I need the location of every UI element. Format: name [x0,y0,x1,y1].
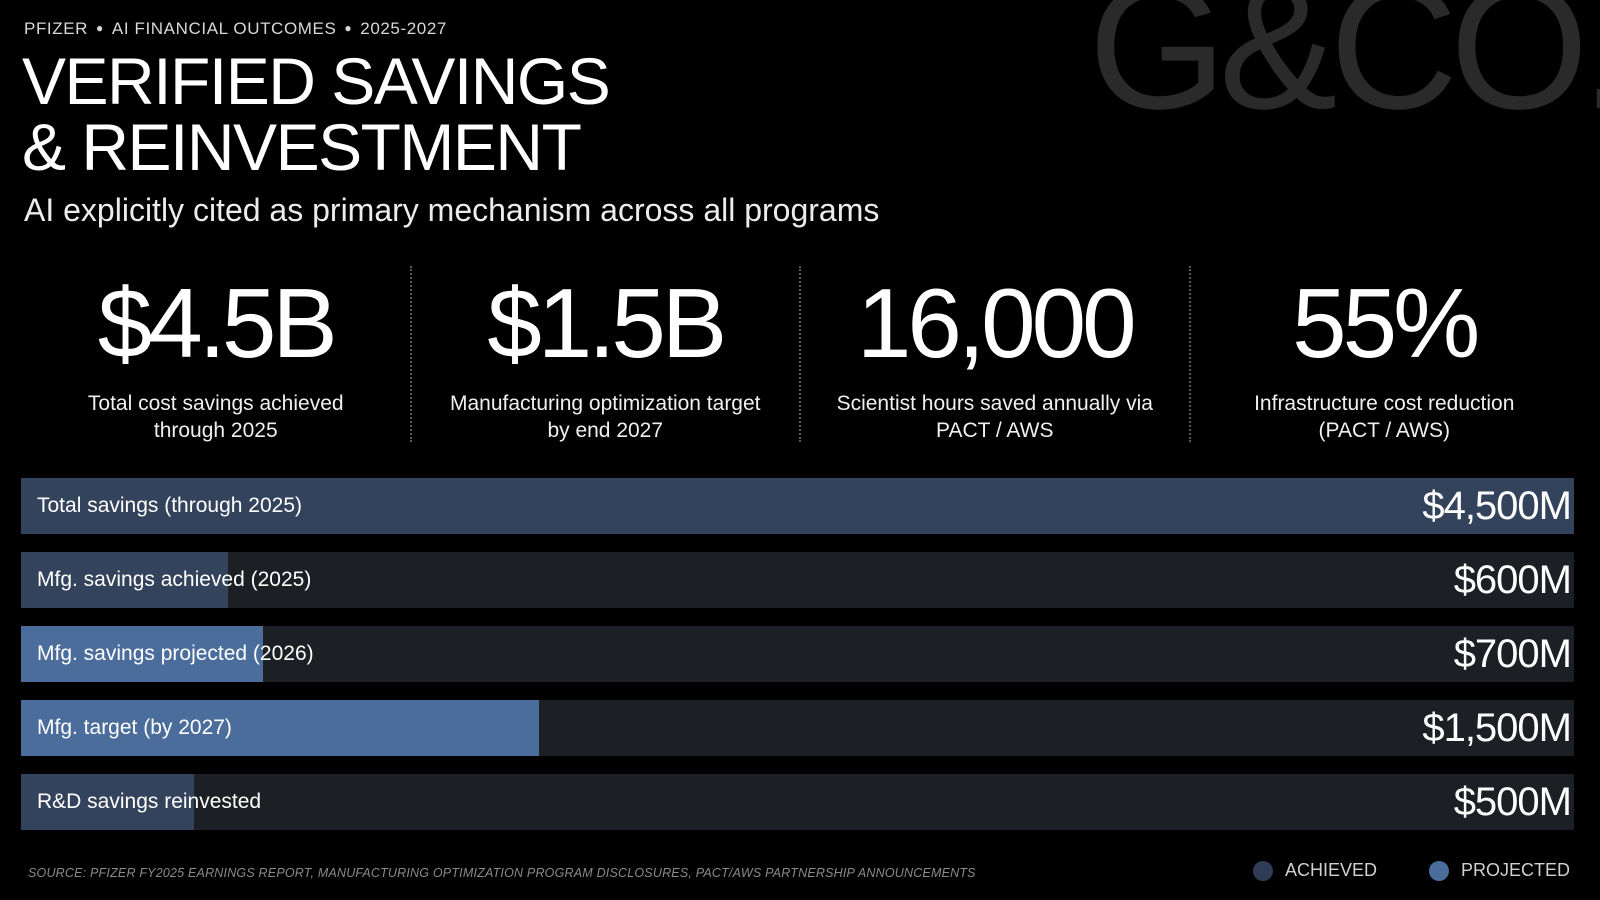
kpi-label: Manufacturing optimization target by end… [450,392,761,442]
kpi-label: Infrastructure cost reduction (PACT / AW… [1254,392,1515,442]
chart-legend: ACHIEVED PROJECTED [1252,860,1570,881]
bar-fill-achieved [21,552,229,608]
bar-label: Mfg. savings projected (2026) [37,642,314,665]
bar-fill-projected [21,626,263,682]
brand-watermark: G&CO. [1088,0,1600,146]
kpi-infrastructure-reduction: 55% Infrastructure cost reduction (PACT … [1188,266,1579,442]
kpi-total-savings: $4.5B Total cost savings achieved throug… [22,266,410,442]
eyebrow-topic: AI FINANCIAL OUTCOMES [111,19,337,38]
legend-swatch-projected [1428,860,1449,881]
bar-row: Mfg. target (by 2027) $1,500M [21,700,1574,756]
bar-value-label: $1,500M [1422,706,1572,750]
bar-label: R&D savings reinvested [37,790,262,813]
title-line-2: & REINVESTMENT [22,110,582,184]
savings-bar-chart: Total savings (through 2025) $4,500M Mfg. … [21,478,1574,848]
kpi-value: 16,000 [856,268,1137,378]
bar-fill-projected [21,700,539,756]
kpi-label: Total cost savings achieved through 2025 [87,392,344,442]
bar-label: Mfg. target (by 2027) [37,716,232,739]
bar-value-label: $4,500M [1422,484,1572,528]
page-title: VERIFIED SAVINGS & REINVESTMENT [22,44,611,184]
separator-dot-icon: ● [344,21,353,35]
legend-item-projected: PROJECTED [1428,860,1570,881]
kpi-value: $1.5B [487,268,727,378]
bar-row: Total savings (through 2025) $4,500M [21,478,1574,534]
bar-label: Mfg. savings achieved (2025) [37,568,312,591]
bar-row: R&D savings reinvested $500M [21,774,1574,830]
bar-row: Mfg. savings projected (2026) $700M [21,626,1574,682]
bar-label: Total savings (through 2025) [37,494,302,517]
kpi-value: 55% [1292,268,1480,378]
kpi-manufacturing-target: $1.5B Manufacturing optimization target … [409,266,800,442]
separator-dot-icon: ● [96,21,104,35]
eyebrow: PFIZER ● AI FINANCIAL OUTCOMES ● 2025-2027 [24,19,447,39]
kpi-label: Scientist hours saved annually via PACT … [836,392,1153,442]
bar-fill-achieved [21,478,1574,534]
bar-value-label: $700M [1453,632,1572,676]
legend-label: PROJECTED [1460,860,1570,880]
kpi-scientist-hours: 16,000 Scientist hours saved annually vi… [799,266,1189,442]
bar-value-label: $500M [1453,780,1572,824]
legend-item-achieved: ACHIEVED [1252,860,1377,881]
kpi-value: $4.5B [97,268,338,378]
bar-row: Mfg. savings achieved (2025) $600M [21,552,1574,608]
legend-swatch-achieved [1252,860,1273,881]
title-line-1: VERIFIED SAVINGS [22,44,611,118]
page-subtitle: AI explicitly cited as primary mechanism… [24,192,880,228]
bar-fill-achieved [21,774,194,830]
eyebrow-period: 2025-2027 [360,19,447,38]
bar-value-label: $600M [1453,558,1572,602]
legend-label: ACHIEVED [1284,860,1377,880]
eyebrow-company: PFIZER [24,19,89,38]
kpi-strip: $4.5B Total cost savings achieved throug… [22,266,1578,442]
source-note: SOURCE: PFIZER FY2025 EARNINGS REPORT, M… [28,866,976,880]
